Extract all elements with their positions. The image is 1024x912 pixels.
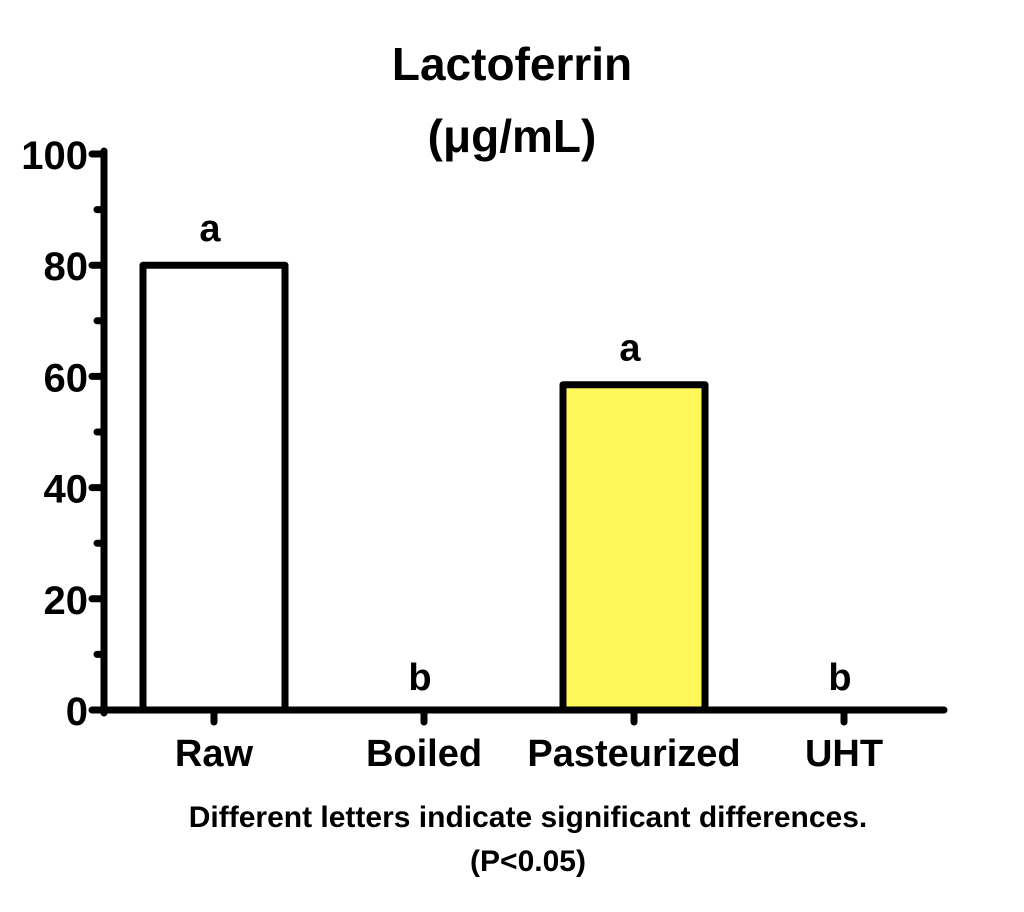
x-tick-label: UHT xyxy=(805,733,883,775)
y-tick-label: 40 xyxy=(44,468,89,512)
x-tick-label: Boiled xyxy=(366,733,482,775)
axes xyxy=(88,147,948,726)
footnote-p-value: (P<0.05) xyxy=(470,845,586,878)
significance-letter: b xyxy=(828,657,851,699)
y-tick-label: 100 xyxy=(21,134,88,178)
x-tick-label: Pasteurized xyxy=(527,733,740,775)
labels: 0 20 40 60 80 100 Raw a Boiled b Pasteurized a UHT b xyxy=(21,134,883,775)
significance-letter: a xyxy=(619,328,641,370)
significance-letter: b xyxy=(408,657,431,699)
bar-raw xyxy=(139,261,289,714)
significance-letter: a xyxy=(199,208,221,250)
bars xyxy=(139,261,709,714)
x-tick-label: Raw xyxy=(175,733,254,775)
y-tick-label: 20 xyxy=(44,579,89,623)
bar-pasteurized xyxy=(559,381,709,714)
chart-subtitle: (μg/mL) xyxy=(428,110,597,162)
chart-title: Lactoferrin xyxy=(392,38,632,90)
footnote-text: Different letters indicate significant d… xyxy=(189,801,868,834)
y-tick-label: 0 xyxy=(66,690,88,734)
y-tick-label: 60 xyxy=(44,356,89,400)
y-tick-label: 80 xyxy=(44,245,89,289)
